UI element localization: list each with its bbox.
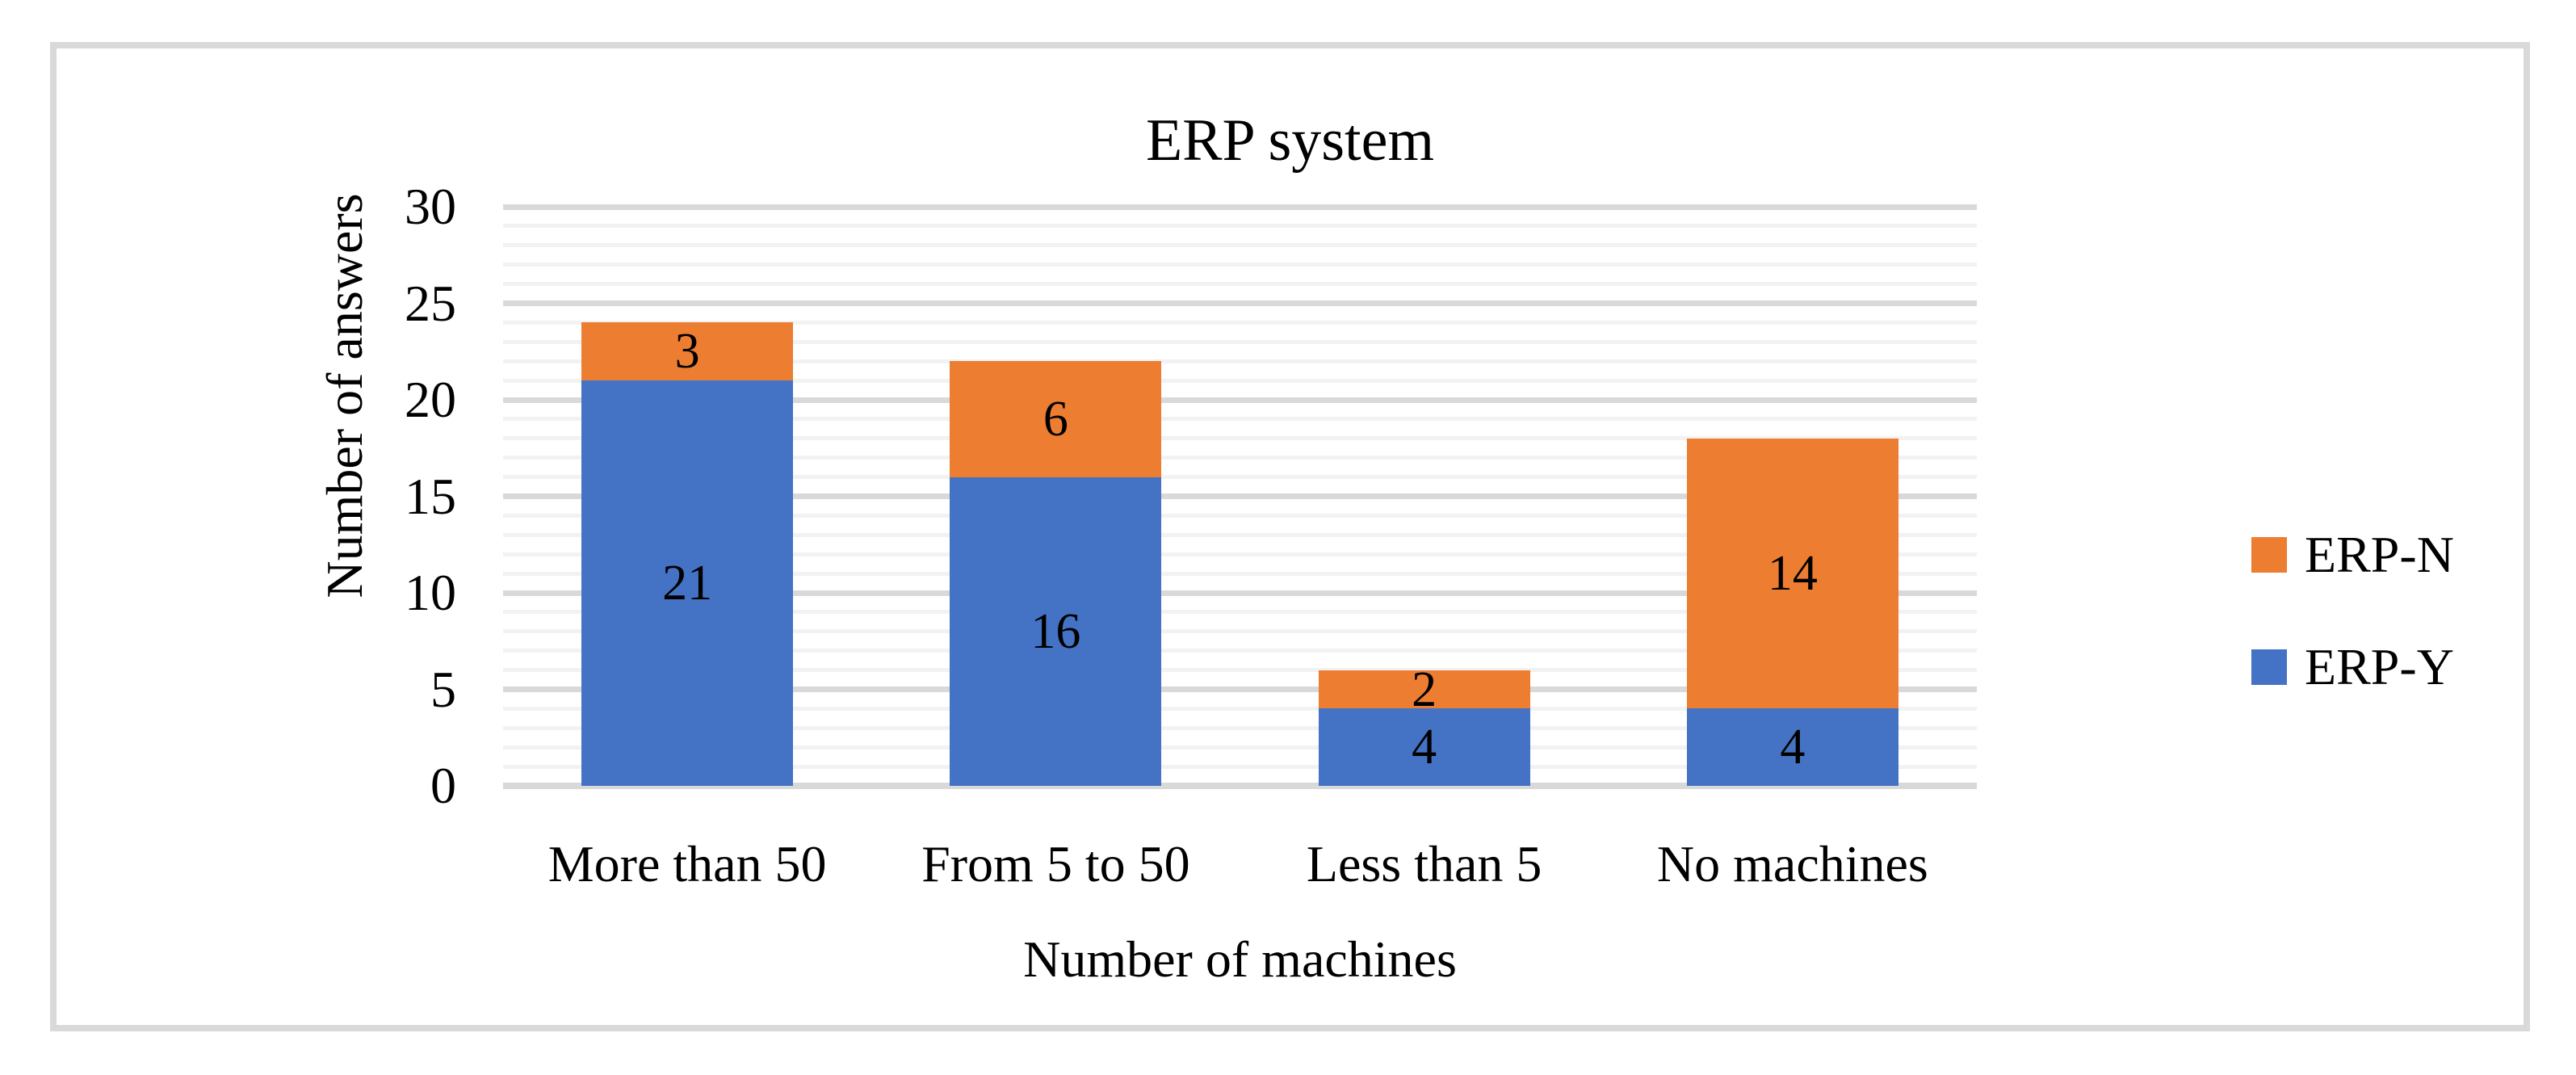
bar-value-label: 6 [1043, 391, 1068, 447]
y-axis-tick-label: 5 [430, 660, 456, 718]
bar-segment-erp-n: 2 [1318, 665, 1530, 715]
bar-value-label: 2 [1412, 661, 1437, 717]
gridline-major [503, 783, 1977, 789]
bar-value-label: 3 [674, 324, 700, 380]
gridline-minor [503, 552, 1977, 556]
x-axis-category-label: Less than 5 [1306, 835, 1542, 892]
gridline-minor [503, 417, 1977, 422]
gridline-minor [503, 359, 1977, 363]
y-axis-title: Number of answers [316, 193, 373, 598]
gridline-major [503, 687, 1977, 692]
x-axis-category-label: No machines [1656, 835, 1928, 892]
gridline-minor [503, 668, 1977, 673]
bar-segment-erp-y: 16 [950, 477, 1162, 786]
gridline-minor [503, 532, 1977, 537]
x-axis-category-label: More than 50 [548, 835, 827, 892]
gridline-minor [503, 456, 1977, 460]
legend-item-erp-n: ERP-N [2251, 525, 2454, 585]
chart-title: ERP system [1145, 107, 1435, 174]
gridline-major [503, 590, 1977, 596]
gridline-minor [503, 320, 1977, 325]
y-axis-tick-label: 15 [405, 467, 456, 525]
gridline-minor [503, 764, 1977, 769]
bar-value-label: 4 [1412, 720, 1437, 775]
gridline-minor [503, 706, 1977, 711]
gridline-minor [503, 610, 1977, 615]
bar-segment-erp-n: 3 [581, 322, 794, 381]
gridline-major [503, 493, 1977, 499]
y-axis-tick-label: 30 [405, 178, 456, 235]
gridline-major [503, 300, 1977, 306]
gridline-major [503, 397, 1977, 403]
y-axis-tick-label: 0 [430, 757, 456, 814]
gridline-minor [503, 339, 1977, 344]
bar-segment-erp-y: 4 [1686, 708, 1898, 786]
x-axis-title: Number of machines [1023, 930, 1457, 988]
y-axis-tick-label: 10 [405, 564, 456, 621]
gridline-minor [503, 571, 1977, 576]
gridline-minor [503, 243, 1977, 248]
legend-swatch-erp-y [2251, 649, 2287, 685]
bar-segment-erp-y: 4 [1318, 708, 1530, 786]
gridline-minor [503, 629, 1977, 634]
gridline-minor [503, 224, 1977, 229]
gridline-minor [503, 649, 1977, 653]
x-axis-category-label: From 5 to 50 [921, 835, 1190, 892]
legend-label: ERP-N [2305, 526, 2454, 583]
bar-segment-erp-y: 21 [581, 380, 794, 786]
bar-segment-erp-n: 6 [950, 361, 1162, 477]
gridline-minor [503, 378, 1977, 383]
legend-swatch-erp-n [2251, 537, 2287, 573]
bar-value-label: 14 [1767, 546, 1818, 602]
gridline-minor [503, 513, 1977, 518]
gridline-minor [503, 436, 1977, 441]
gridline-minor [503, 745, 1977, 750]
gridline-major [503, 204, 1977, 210]
gridline-minor [503, 475, 1977, 480]
bar-value-label: 16 [1030, 603, 1081, 659]
y-axis-tick-label: 20 [405, 371, 456, 428]
y-axis-tick-label: 25 [405, 274, 456, 332]
legend-label: ERP-Y [2305, 638, 2454, 695]
gridline-minor [503, 282, 1977, 287]
bar-segment-erp-n: 14 [1686, 438, 1898, 709]
bar-value-label: 4 [1780, 720, 1806, 775]
bar-value-label: 21 [662, 556, 713, 611]
legend-item-erp-y: ERP-Y [2251, 637, 2454, 697]
gridline-minor [503, 725, 1977, 730]
gridline-minor [503, 262, 1977, 267]
